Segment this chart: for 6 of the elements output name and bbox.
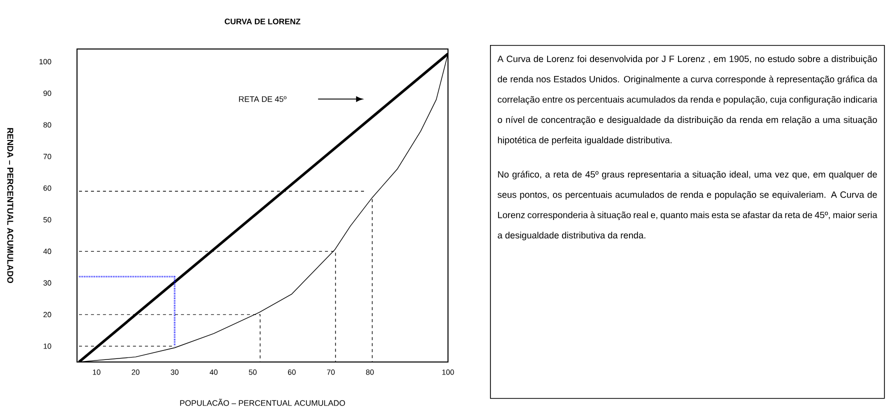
text: No gráfico, a reta de 45º graus representaria a situação ideal, uma vez que, em qualquer de seus pontos, os percentuais acumulados de renda e população se equivaleriam. A Curva de Lorenz corresponderia à situação real e, quanto mais esta se afastar da reta de 45º, maior seria a desigualdade distributiva da renda.	[498, 170, 878, 240]
text: A Curva de Lorenz foi desenvolvida por J F Lorenz , em 1905, no estudo sobre a distribuição de renda nos Estados Unidos. Originalmente a curva corresponde à representação gráfica da correlação entre os percentuais acumulados da renda e população, cuja configuração indicaria o nível de concentração e desigualdade da distribuição da renda em relação a uma situação hipotética de perfeita igualdade distributiva.	[497, 55, 878, 146]
x-axis-title: POPULACÃO – PERCENTUAL ACUMULADO	[180, 398, 346, 406]
y-axis-title: RENDA – PERCENTUAL ACUMULADO	[7, 128, 14, 284]
chart-title: CURVA DE LORENZ	[224, 18, 300, 24]
annotation: RETA DE 45º	[239, 96, 286, 102]
